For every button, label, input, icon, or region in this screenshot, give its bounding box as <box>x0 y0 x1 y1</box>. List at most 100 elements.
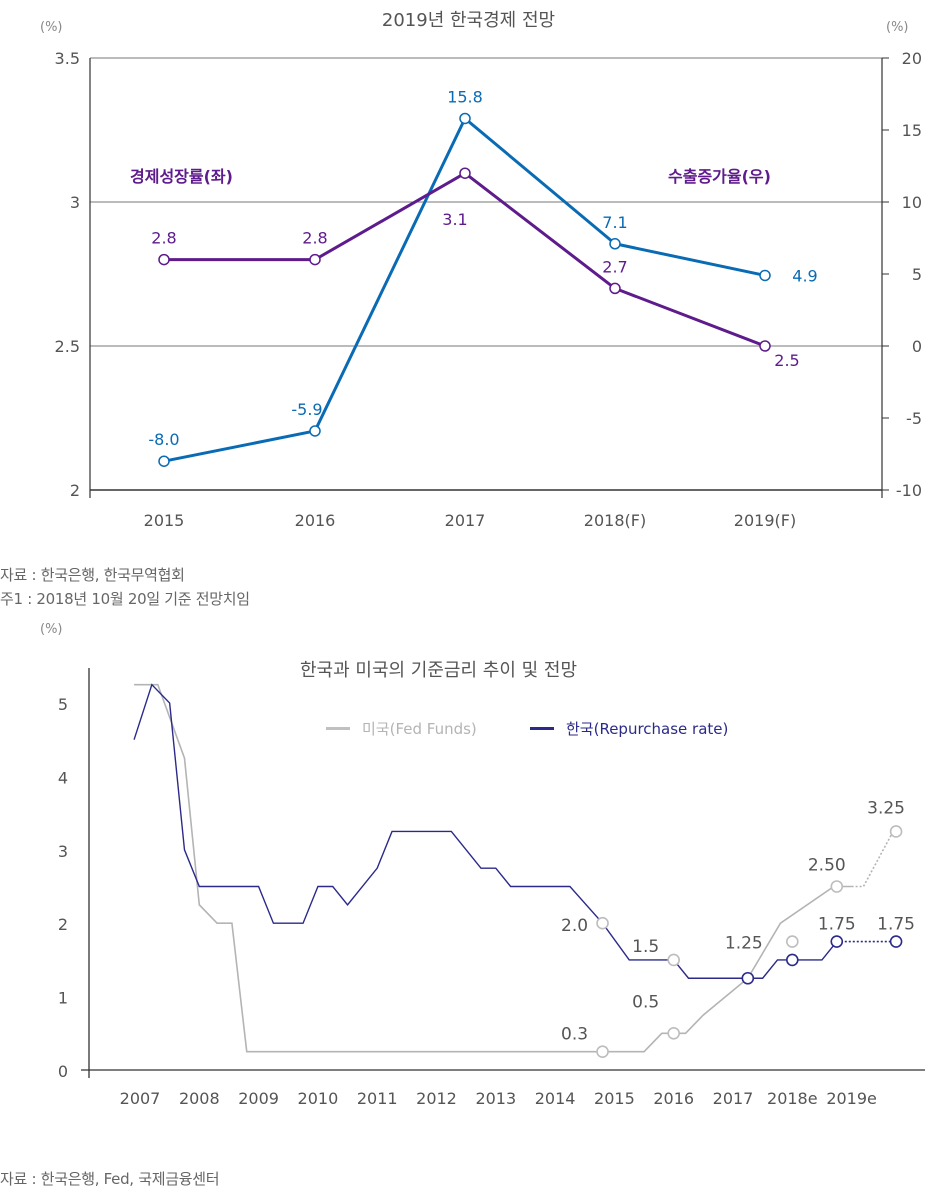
chart1-series-names: 경제성장률(좌) 수출증가율(우) <box>130 167 771 186</box>
chart1-left-ticks: 2 2.5 3 3.5 <box>55 49 80 500</box>
right-tick-label: 10 <box>902 193 922 212</box>
data-label: 2.7 <box>602 257 627 276</box>
chart1-series <box>158 112 771 467</box>
data-label: 1.25 <box>725 933 763 953</box>
x-tick-label: 2017 <box>445 511 486 530</box>
x-tick-label: 2015 <box>144 511 185 530</box>
left-tick-label: 2 <box>70 481 80 500</box>
forecast-line-us <box>851 831 894 888</box>
data-point <box>596 916 609 930</box>
left-tick-label: 3 <box>70 193 80 212</box>
chart1-right-ticks: -10 -5 0 5 10 15 20 <box>882 49 922 500</box>
chart2-series <box>133 683 903 1058</box>
right-tick-label: 20 <box>902 49 922 68</box>
data-point <box>609 282 621 295</box>
data-point <box>759 269 771 282</box>
data-point <box>158 253 170 266</box>
data-label: 2.8 <box>302 229 327 248</box>
data-point <box>830 935 844 948</box>
x-tick-label: 2016 <box>653 1089 694 1108</box>
chart1-source-note: 자료 : 한국은행, 한국무역협회 <box>0 566 185 584</box>
y-tick-label: 1 <box>58 989 68 1008</box>
chart1-data-labels: 2.8 2.8 3.1 2.7 2.5 -8.0 -5.9 15.8 7.1 4.9 <box>148 87 817 449</box>
left-tick-label: 3.5 <box>55 49 80 68</box>
data-point <box>667 1027 681 1040</box>
x-tick-label: 2012 <box>416 1089 457 1108</box>
left-tick-label: 2.5 <box>55 337 80 356</box>
chart2-axes <box>81 668 925 1078</box>
data-label: 2.50 <box>808 856 846 876</box>
y-tick-label: 0 <box>58 1062 68 1081</box>
x-tick-label: 2007 <box>120 1089 161 1108</box>
data-point <box>741 971 755 985</box>
data-point <box>785 953 799 967</box>
data-point <box>459 112 471 125</box>
data-point <box>785 935 799 948</box>
chart1-plot: 2 2.5 3 3.5 -10 -5 0 5 10 15 20 2015 2016 2017 2018(… <box>55 49 922 530</box>
y-tick-label: 3 <box>58 842 68 861</box>
data-label: 1.75 <box>877 915 915 935</box>
series-name-export: 수출증가율(우) <box>668 167 771 186</box>
data-label: 2.8 <box>151 229 176 248</box>
x-tick-label: 2011 <box>357 1089 398 1108</box>
x-tick-label: 2010 <box>298 1089 339 1108</box>
data-label: -5.9 <box>291 400 322 419</box>
right-tick-label: 15 <box>902 121 922 140</box>
x-tick-label: 2013 <box>475 1089 516 1108</box>
x-tick-label: 2016 <box>295 511 336 530</box>
data-point <box>889 935 903 948</box>
data-label: 15.8 <box>447 87 483 106</box>
data-label: 1.75 <box>818 915 856 935</box>
data-point <box>459 167 471 179</box>
data-point <box>667 953 681 967</box>
data-label: 2.0 <box>561 916 588 936</box>
chart1-title: 2019년 한국경제 전망 <box>381 10 556 31</box>
data-label: 0.3 <box>561 1025 588 1045</box>
x-tick-label: 2018(F) <box>584 511 646 530</box>
data-point <box>830 880 844 893</box>
series-line-korea <box>133 683 838 979</box>
data-label: 3.25 <box>867 798 905 818</box>
legend-swatch-korea <box>530 727 554 730</box>
legend-label-korea: 한국(Repurchase rate) <box>566 720 729 738</box>
data-label: 0.5 <box>632 992 659 1012</box>
x-tick-label: 2008 <box>179 1089 220 1108</box>
chart2-legend-us: 미국(Fed Funds) <box>326 718 477 739</box>
data-point <box>309 425 321 437</box>
data-label: 1.5 <box>632 937 659 957</box>
data-point <box>609 238 621 250</box>
x-tick-label: 2018e <box>767 1089 818 1108</box>
x-tick-label: 2009 <box>238 1089 279 1108</box>
x-tick-label: 2014 <box>535 1089 576 1108</box>
y-tick-label: 4 <box>58 768 68 787</box>
series-name-growth: 경제성장률(좌) <box>130 167 233 186</box>
x-tick-label: 2017 <box>713 1089 754 1108</box>
right-tick-label: -10 <box>896 481 922 500</box>
data-point <box>596 1045 609 1058</box>
chart2-source-note: 자료 : 한국은행, Fed, 국제금융센터 <box>0 1170 220 1188</box>
data-point <box>309 253 321 266</box>
chart2-data-labels: 0.3 0.5 2.50 3.25 2.0 1.5 1.25 1.75 1.75 <box>561 798 915 1044</box>
right-tick-label: 0 <box>912 337 922 356</box>
series-line-us <box>134 683 852 1053</box>
x-tick-label: 2015 <box>594 1089 635 1108</box>
data-label: -8.0 <box>148 430 179 449</box>
chart2-x-ticks: 2007 2008 2009 2010 2011 2012 2013 2014 2015 2016… <box>120 1089 877 1108</box>
chart2-y-axis-unit: (%) <box>40 622 63 637</box>
data-point <box>158 455 170 467</box>
data-label: 3.1 <box>442 210 467 229</box>
data-point <box>759 340 771 352</box>
x-tick-label: 2019e <box>826 1089 877 1108</box>
data-label: 7.1 <box>602 213 627 232</box>
chart2-title: 한국과 미국의 기준금리 추이 및 전망 <box>300 660 578 681</box>
chart1-right-axis-unit: (%) <box>886 20 909 35</box>
chart2-legend-korea: 한국(Repurchase rate) <box>530 718 728 739</box>
right-tick-label: 5 <box>912 265 922 284</box>
data-label: 4.9 <box>792 266 817 285</box>
chart1-x-ticks: 2015 2016 2017 2018(F) 2019(F) <box>144 511 797 530</box>
data-label: 2.5 <box>774 351 799 370</box>
chart1-gridlines <box>90 57 882 491</box>
data-point <box>889 825 903 838</box>
chart1-left-axis-unit: (%) <box>40 20 63 35</box>
